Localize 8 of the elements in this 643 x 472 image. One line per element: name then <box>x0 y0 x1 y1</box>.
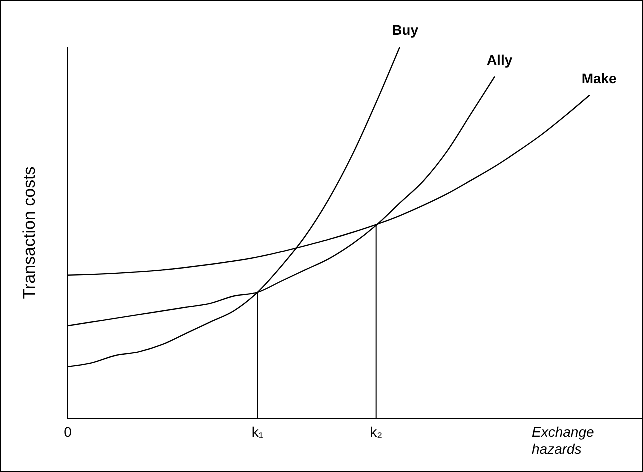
y-axis-title: Transaction costs <box>20 166 40 300</box>
x-tick-label: 0 <box>64 424 72 440</box>
series-label: Buy <box>392 22 419 38</box>
x-tick-label: k₂ <box>370 424 383 440</box>
x-axis-title: Exchange hazards <box>532 424 594 457</box>
series-label: Make <box>582 70 618 86</box>
series-label: Ally <box>486 52 513 68</box>
x-tick-label: k₁ <box>252 424 264 440</box>
